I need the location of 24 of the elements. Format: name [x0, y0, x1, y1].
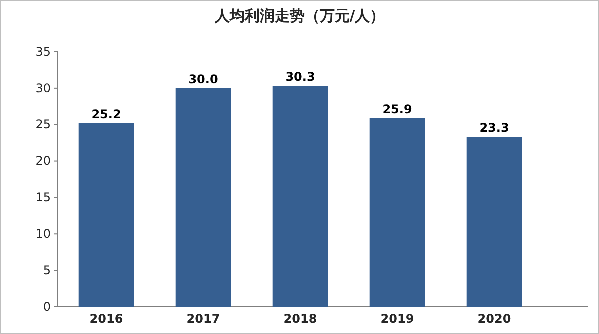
x-tick-label: 2018	[284, 312, 318, 326]
y-tick-label: 15	[36, 190, 51, 205]
bar	[78, 123, 134, 307]
bar	[272, 86, 328, 307]
bar	[466, 137, 522, 307]
bar	[176, 88, 232, 307]
y-tick-label: 10	[36, 226, 51, 241]
x-tick-label: 2020	[478, 312, 512, 326]
data-label: 30.3	[286, 70, 316, 84]
y-tick-label: 30	[36, 81, 51, 96]
y-tick-label: 0	[43, 300, 51, 314]
data-label: 23.3	[480, 121, 510, 136]
x-tick-label: 2016	[90, 312, 124, 326]
data-label: 25.2	[92, 107, 122, 122]
y-tick-label: 20	[36, 154, 51, 168]
bar	[370, 118, 426, 307]
y-tick-label: 5	[43, 263, 51, 278]
x-tick-label: 2019	[380, 312, 414, 326]
data-label: 25.9	[382, 102, 412, 116]
y-tick-label: 25	[36, 118, 51, 132]
chart-title: 人均利润走势（万元/人）	[214, 7, 386, 25]
y-tick-label: 35	[36, 44, 51, 59]
x-tick-label: 2017	[186, 312, 220, 326]
data-label: 30.0	[188, 72, 218, 86]
